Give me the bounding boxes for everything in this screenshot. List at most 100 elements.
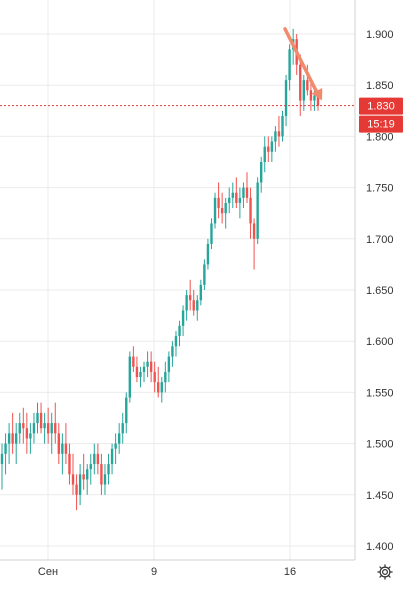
candle-body <box>277 131 281 137</box>
annotation-arrow-head[interactable] <box>311 88 323 101</box>
time-label: 15:19 <box>367 119 395 131</box>
candle-body <box>57 433 61 454</box>
candle-body <box>213 197 217 224</box>
candle-body <box>252 223 256 239</box>
candle-body <box>302 80 305 101</box>
candle-body <box>71 474 75 485</box>
candle-body <box>100 464 103 485</box>
candle-body <box>0 453 4 465</box>
candle-body <box>78 474 82 495</box>
candle-body <box>284 80 288 116</box>
candle-body <box>196 300 199 311</box>
price-label-box <box>359 97 403 115</box>
candle-body <box>132 356 135 367</box>
candle-body <box>217 197 220 209</box>
candle-body <box>306 80 309 91</box>
candle-body <box>103 474 107 485</box>
candle-body <box>139 371 142 378</box>
candle-body <box>96 453 100 465</box>
candle-body <box>199 284 203 301</box>
y-tick-label: 1.600 <box>366 336 394 348</box>
gear-icon <box>377 564 393 580</box>
candle-body <box>86 469 89 480</box>
candle-body <box>270 141 274 152</box>
candle-body <box>224 202 227 214</box>
candle-body <box>313 95 316 101</box>
candle-body <box>288 49 291 81</box>
candle-body <box>110 448 114 465</box>
y-tick-label: 1.850 <box>366 80 394 92</box>
candle-body <box>68 453 71 475</box>
y-tick-label: 1.400 <box>366 541 394 553</box>
candle-body <box>121 423 124 434</box>
candle-body <box>299 64 302 101</box>
y-tick-label: 1.900 <box>366 29 394 41</box>
candle-body <box>25 428 29 439</box>
candle-body <box>174 336 178 347</box>
x-tick-label: Сен <box>38 566 58 578</box>
candle-body <box>135 366 139 378</box>
y-tick-label: 1.550 <box>366 387 394 399</box>
settings-button[interactable] <box>371 560 399 584</box>
candle-body <box>128 356 132 398</box>
x-tick-label: 16 <box>284 566 296 578</box>
candle-body <box>18 423 21 434</box>
candle-body <box>228 197 231 203</box>
y-tick-label: 1.700 <box>366 234 394 246</box>
candle-body <box>178 325 181 337</box>
candle-body <box>249 197 252 224</box>
candle-body <box>22 423 25 429</box>
candle-body <box>64 443 68 454</box>
candle-body <box>192 300 195 311</box>
candle-body <box>245 187 249 198</box>
candle-body <box>107 464 110 475</box>
candle-body <box>117 433 121 444</box>
candle-body <box>164 371 167 383</box>
candle-body <box>309 90 313 101</box>
y-tick-label: 1.750 <box>366 183 394 195</box>
candle-body <box>142 366 146 372</box>
candle-body <box>36 412 39 424</box>
candle-body <box>7 433 11 444</box>
price-label: 1.830 <box>367 101 395 113</box>
candle-body <box>54 423 57 434</box>
annotation-arrow-shaft[interactable] <box>283 27 320 97</box>
y-tick-label: 1.450 <box>366 490 394 502</box>
candle-body <box>188 295 192 301</box>
candle-body <box>316 95 320 106</box>
candle-body <box>267 146 270 152</box>
candle-body <box>242 187 245 198</box>
candle-body <box>149 361 153 372</box>
y-tick-label: 1.800 <box>366 131 394 143</box>
candle-body <box>220 208 224 214</box>
candle-body <box>125 397 128 424</box>
candle-body <box>171 346 174 357</box>
candle-body <box>206 243 210 265</box>
candle-body <box>61 443 64 454</box>
candle-body <box>185 295 188 311</box>
candle-body <box>50 423 53 434</box>
candle-body <box>15 433 18 444</box>
candle-body <box>153 371 156 383</box>
candle-body <box>75 484 78 495</box>
candle-body <box>93 453 96 465</box>
candle-body <box>256 182 259 239</box>
candle-body <box>281 115 284 137</box>
candle-body <box>114 443 117 449</box>
y-tick-label: 1.500 <box>366 439 394 451</box>
y-tick-label: 1.650 <box>366 285 394 297</box>
candle-body <box>46 423 50 434</box>
candle-body <box>43 423 46 429</box>
candle-body <box>259 162 263 183</box>
candle-body <box>160 382 163 393</box>
candle-body <box>157 382 160 393</box>
candle-body <box>231 192 234 198</box>
candle-body <box>11 433 14 444</box>
candle-body <box>82 474 85 480</box>
candle-body <box>89 464 92 470</box>
candle-body <box>210 223 213 244</box>
candle-body <box>4 443 7 454</box>
candle-body <box>203 264 206 285</box>
